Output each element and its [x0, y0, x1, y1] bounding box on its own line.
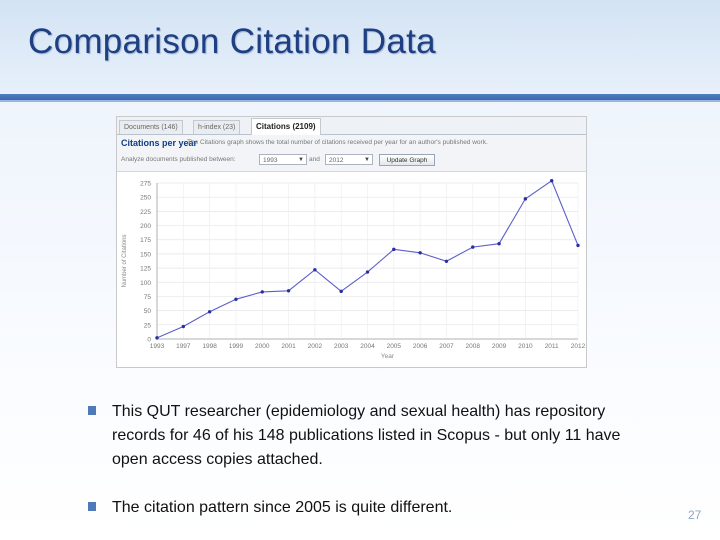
tab-citations[interactable]: Citations (2109) [251, 118, 321, 135]
x-tick-label: 1997 [176, 343, 191, 350]
data-point [418, 251, 422, 255]
x-tick-label: 2005 [387, 343, 402, 350]
y-tick-label: 0 [147, 337, 151, 344]
x-tick-label: 2001 [281, 343, 296, 350]
data-point [523, 197, 528, 201]
x-tick-label: 2011 [545, 343, 559, 350]
tab-h-index[interactable]: h-index (23) [193, 120, 241, 134]
x-tick-label: 2012 [571, 343, 586, 350]
data-point [365, 270, 370, 274]
data-point [497, 241, 501, 246]
tab-bar: Documents (146) h-index (23) Citations (… [117, 117, 586, 135]
x-tick-label: 2009 [492, 343, 507, 350]
data-point [207, 310, 212, 314]
data-point [471, 245, 475, 249]
y-tick-label: 175 [140, 237, 151, 244]
y-tick-label: 225 [140, 209, 151, 216]
range-label: Analyze documents published between: [121, 156, 236, 163]
slide-title: Comparison Citation Data [28, 22, 436, 61]
data-point [286, 289, 291, 293]
x-axis-title: Year [381, 353, 395, 360]
panel-title: Citations per year [121, 138, 198, 148]
chevron-down-icon: ▼ [298, 157, 304, 163]
from-year-value: 1993 [263, 157, 278, 164]
title-rule [0, 94, 720, 100]
y-tick-label: 200 [140, 223, 151, 230]
to-year-value: 2012 [329, 157, 344, 164]
to-year-select[interactable]: 2012 ▼ [325, 154, 373, 165]
data-point [576, 243, 580, 248]
x-tick-label: 2008 [466, 343, 481, 350]
x-tick-label: 1993 [150, 343, 165, 350]
update-graph-button[interactable]: Update Graph [379, 154, 435, 166]
data-point [339, 289, 343, 294]
y-tick-label: 125 [140, 266, 151, 273]
citations-panel-header: Citations per year The Citations graph s… [117, 135, 586, 172]
data-point [313, 268, 317, 272]
x-tick-label: 2003 [334, 343, 349, 350]
from-year-select[interactable]: 1993 ▼ [259, 154, 307, 165]
data-point [392, 247, 396, 252]
x-tick-label: 2006 [413, 343, 428, 350]
x-tick-label: 2007 [439, 343, 454, 350]
y-tick-label: 75 [144, 294, 152, 301]
data-point [155, 336, 159, 340]
x-tick-label: 2000 [255, 343, 270, 350]
data-point [260, 290, 264, 294]
y-tick-label: 150 [140, 251, 151, 258]
x-tick-label: 1999 [229, 343, 244, 350]
square-bullet-icon [88, 502, 96, 511]
y-tick-label: 275 [140, 181, 151, 188]
y-tick-label: 25 [144, 322, 152, 329]
x-tick-label: 2002 [308, 343, 323, 350]
bullet-text: This QUT researcher (epidemiology and se… [112, 403, 621, 468]
page-number: 27 [688, 508, 702, 522]
y-tick-label: 100 [140, 280, 151, 287]
header-band [0, 0, 720, 94]
square-bullet-icon [88, 406, 96, 415]
citations-line-chart: 0 25 50 75 100 125 150 175 200 225 250 275 1993 1997 1… [122, 179, 586, 360]
scopus-screenshot: Documents (146) h-index (23) Citations (… [116, 116, 587, 368]
data-point [181, 324, 186, 329]
chevron-down-icon: ▼ [364, 157, 370, 163]
y-tick-label: 50 [144, 308, 152, 315]
x-tick-label: 2004 [360, 343, 375, 350]
title-rule-accent [0, 100, 720, 102]
data-point [549, 179, 554, 183]
data-point [444, 259, 449, 263]
y-tick-label: 250 [140, 195, 151, 202]
and-label: and [309, 156, 320, 163]
tab-documents[interactable]: Documents (146) [119, 120, 183, 134]
data-point [234, 297, 238, 301]
x-tick-label: 2010 [518, 343, 533, 350]
x-tick-label: 1998 [202, 343, 217, 350]
y-axis-title: Number of Citations [122, 234, 128, 287]
bullet-text: The citation pattern since 2005 is quite… [112, 499, 453, 516]
panel-description: The Citations graph shows the total numb… [187, 139, 488, 146]
